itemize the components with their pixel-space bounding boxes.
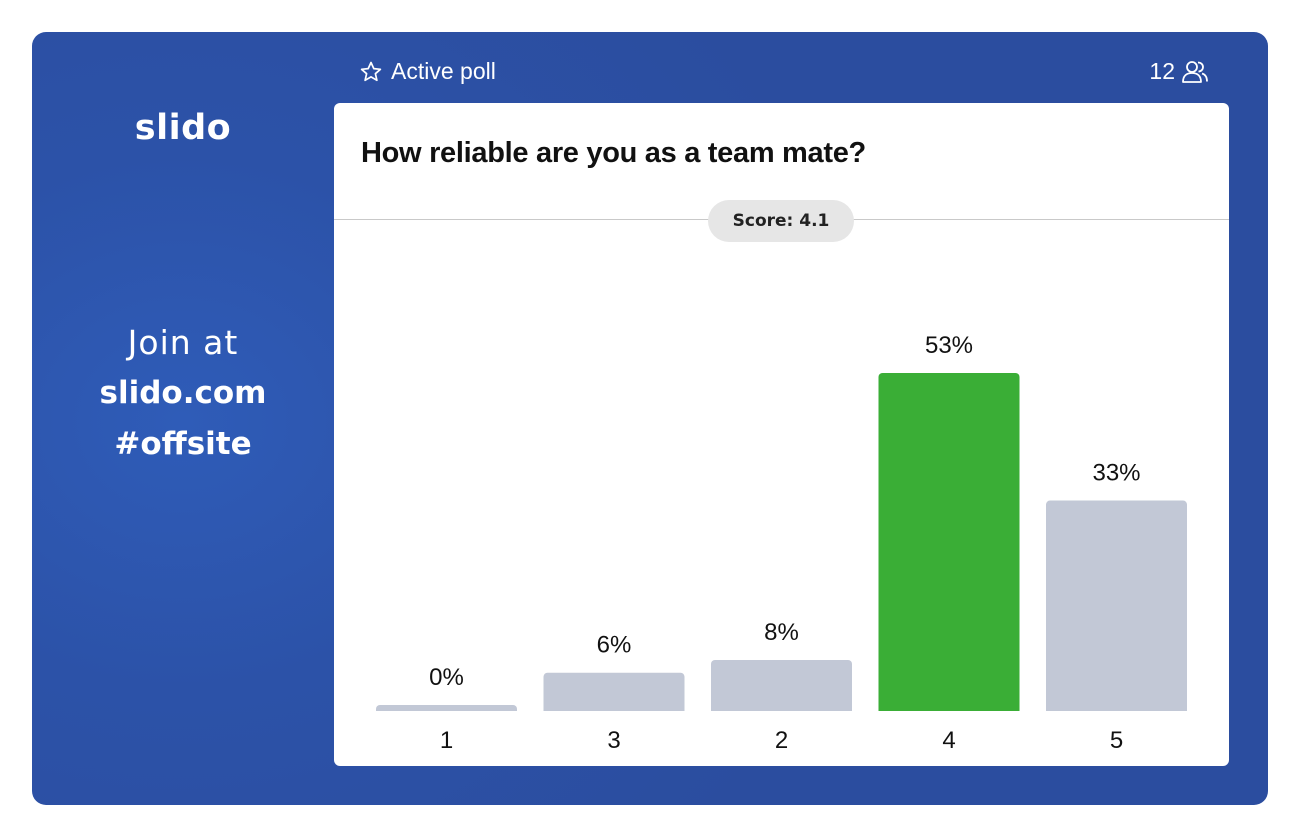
poll-status-label: Active poll [391, 58, 496, 84]
category-label-4: 4 [942, 727, 955, 754]
slido-logo: slido [134, 108, 232, 148]
event-code: #offsite [114, 426, 252, 462]
category-label-2: 2 [775, 727, 788, 754]
results-chart: 0% 6% 8% 53% 33% 1 3 2 4 5 [334, 332, 1229, 754]
participant-count-value: 12 [1149, 58, 1175, 84]
star-icon [360, 61, 382, 81]
value-label-5: 33% [1092, 460, 1140, 487]
poll-status: Active poll [359, 58, 496, 85]
value-label-1: 0% [429, 664, 464, 691]
poll-results-card: How reliable are you as a team mate? Sco… [334, 103, 1229, 766]
join-at-label: Join at [127, 323, 239, 362]
score-badge: Score: 4.1 [708, 200, 854, 242]
category-label-5: 5 [1110, 727, 1123, 754]
value-label-4: 53% [925, 332, 973, 359]
bar-3 [543, 672, 685, 715]
people-icon [1182, 60, 1208, 83]
join-url: slido.com [99, 375, 267, 411]
chart-baseline-mask [334, 711, 1229, 719]
value-label-3: 6% [597, 632, 632, 659]
bar-4 [878, 373, 1020, 715]
poll-question: How reliable are you as a team mate? [361, 137, 866, 169]
participant-count: 12 [1149, 58, 1209, 85]
join-info: Join at slido.com #offsite [32, 318, 334, 470]
poll-topbar: Active poll 12 [359, 54, 1209, 88]
value-label-2: 8% [764, 619, 799, 646]
bar-2 [711, 659, 852, 715]
presentation-frame: slido Join at slido.com #offsite Active … [32, 32, 1268, 805]
bar-5 [1046, 500, 1187, 715]
category-label-3: 3 [607, 727, 620, 754]
category-label-1: 1 [440, 727, 453, 754]
